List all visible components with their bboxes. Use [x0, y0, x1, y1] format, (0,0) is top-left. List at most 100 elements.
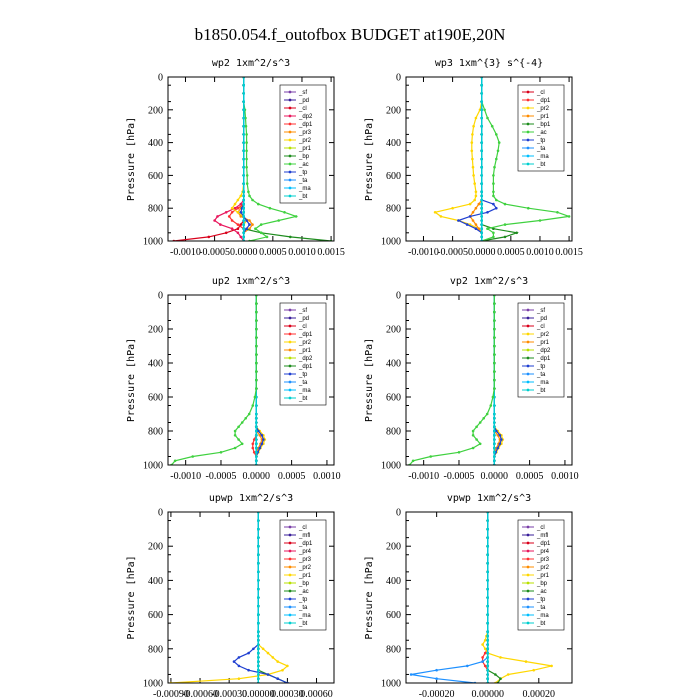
up2-legend-label: _pr2: [298, 340, 312, 346]
wp3-series-pr2-point: [468, 202, 472, 206]
up2-series-tp-point: [260, 442, 264, 446]
wp3-series-ac-point: [490, 124, 494, 128]
vp2-legend-label: _cl: [536, 324, 545, 330]
wp2-legend-marker: [288, 122, 292, 126]
up2-series-12-point: [244, 417, 247, 420]
upwp-series-pr1-point: [286, 664, 289, 668]
wp3-legend-label: _tp: [536, 138, 546, 144]
vpwp-y-tick-label: 0: [396, 508, 401, 519]
upwp-legend-label: _bp: [298, 581, 310, 587]
wp3-series-pr2-point: [439, 215, 443, 218]
upwp-series-tp-point: [232, 660, 236, 663]
wp2-series-bt-point: [242, 149, 245, 153]
upwp-series-bt-point: [257, 553, 260, 557]
wp3-legend-label: _pr2: [536, 106, 550, 112]
vpwp-series-ta-point: [435, 677, 438, 680]
wp2-series-dp1-point: [230, 211, 234, 214]
wp3-series-bt-point: [480, 100, 484, 103]
upwp-series-bt-point: [257, 621, 260, 625]
vpwp-y-tick-label: 200: [386, 542, 401, 553]
vpwp-series-pr1-point: [532, 668, 535, 672]
vp2-series-tp-point: [496, 446, 500, 450]
vp2-series-bt-point: [493, 434, 496, 437]
vpwp-legend-marker: [526, 565, 530, 569]
vpwp-legend-label: _bp: [536, 581, 548, 587]
wp2-series-pr3-point: [248, 219, 251, 222]
wp2-series-bt-point: [242, 223, 245, 226]
upwp-legend-marker: [288, 605, 292, 609]
wp3-series-bt-point: [480, 165, 484, 169]
wp2-series-dp2-point: [239, 202, 243, 206]
vpwp-series-bt-point: [486, 630, 490, 633]
up2-y-tick-label: 0: [158, 291, 163, 302]
figure-title: b1850.054.f_outofbox BUDGET at190E,20N: [195, 25, 506, 44]
wp2-series-bt-point: [242, 231, 245, 235]
up2-series-pr1-point: [258, 434, 262, 437]
wp3-series-bt-point: [480, 108, 484, 112]
upwp-legend-marker: [288, 557, 292, 561]
up2-series-12-point: [219, 451, 223, 454]
vpwp-series-bt-point: [486, 596, 490, 599]
up2-y-tick-label: 600: [148, 393, 163, 404]
vp2-series-11-point: [475, 425, 478, 429]
upwp-series-bt-point: [257, 579, 260, 582]
up2-legend-marker: [288, 324, 292, 328]
vpwp-legend-label: _cl: [536, 525, 545, 531]
wp2-x-tick-label: 0.0000: [230, 247, 258, 258]
up2-x-tick-label: 0.0005: [278, 471, 306, 482]
upwp-series-bt-point: [257, 656, 260, 659]
wp2-series-dp2-point: [224, 211, 228, 214]
upwp-series-pr1-point: [281, 668, 284, 672]
wp3-series-ac-point: [527, 206, 530, 210]
up2-series-12-point: [233, 429, 237, 433]
wp2-x-tick-label: -0.0005: [199, 247, 230, 258]
wp3-series-pr2-point: [473, 198, 477, 202]
vpwp-series-bt-point: [486, 634, 490, 638]
upwp-series-tp-point: [247, 651, 250, 655]
vp2-series-11-point: [493, 327, 496, 331]
upwp-legend-marker: [288, 621, 292, 625]
upwp-legend-marker: [288, 581, 292, 585]
wp3-legend-label: _bt: [536, 162, 546, 168]
wp3-series-bp1-point: [503, 235, 507, 239]
vpwp-series-bt-point: [486, 519, 490, 522]
vpwp-series-pr1-point: [499, 656, 502, 659]
wp2-title: wp2 1xm^2/s^3: [212, 58, 290, 69]
upwp-series-bt-point: [257, 643, 260, 646]
wp3-series-ac-point: [503, 202, 507, 206]
wp3-series-bt-point: [480, 206, 484, 210]
up2-series-12-point: [237, 425, 240, 429]
vpwp-legend-marker: [526, 589, 530, 593]
wp3-series-bt-point: [480, 182, 484, 185]
upwp-title: upwp 1xm^2/s^3: [209, 493, 293, 504]
wp2-series-cl-point: [239, 223, 243, 226]
vpwp-y-tick-label: 600: [386, 610, 401, 621]
upwp-series-bt-point: [257, 570, 260, 574]
wp3-series-tp-point: [465, 223, 469, 226]
wp2-legend-label: _dp2: [298, 114, 313, 120]
upwp-legend-marker: [288, 573, 292, 577]
wp3-legend-label: _pr1: [536, 114, 550, 120]
wp3-series-ac-point: [567, 215, 571, 218]
wp2-x-tick-label: 0.0005: [259, 247, 287, 258]
vp2-series-11-point: [475, 438, 478, 441]
vp2-x-tick-label: 0.0010: [551, 471, 579, 482]
upwp-y-axis-label: Pressure [hPa]: [126, 555, 137, 639]
up2-series-bt-point: [254, 446, 258, 450]
vpwp-legend-label: _tp: [536, 597, 546, 603]
vp2-legend-marker: [526, 340, 530, 344]
up2-legend-label: _dp2: [298, 356, 313, 362]
up2-series-bt-point: [254, 412, 258, 416]
wp2-series-ac-point: [257, 202, 260, 206]
upwp-series-group: [169, 512, 289, 683]
wp3-legend-label: _cl: [536, 90, 545, 96]
upwp-legend-marker: [288, 549, 292, 553]
wp2-legend-marker: [288, 162, 292, 166]
wp2-series-bt-point: [242, 133, 245, 136]
wp3-y-tick-label: 200: [386, 105, 401, 116]
vp2-series-tp-point: [495, 429, 498, 433]
wp2-series-bt-point: [242, 227, 245, 230]
wp3-series-bt-point: [480, 215, 484, 218]
vpwp-y-axis-label: Pressure [hPa]: [364, 555, 375, 639]
up2-series-tp-point: [258, 446, 262, 450]
